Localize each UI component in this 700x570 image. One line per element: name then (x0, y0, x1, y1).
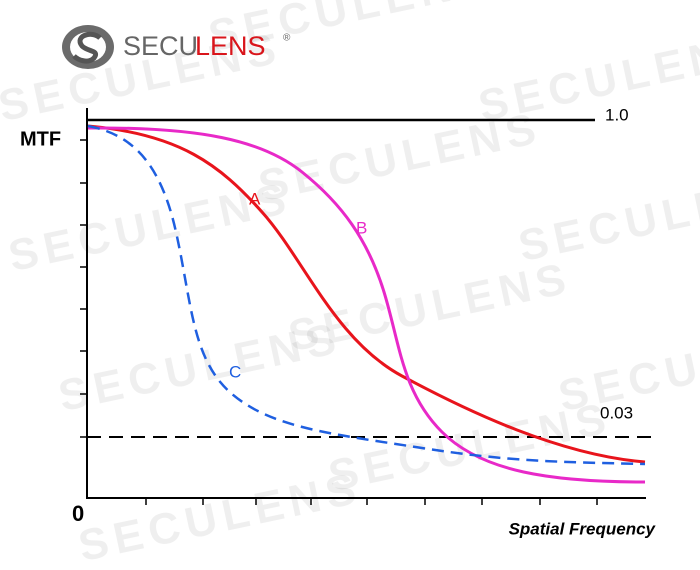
origin-label: 0 (72, 501, 84, 526)
watermark: SECULENS (514, 163, 700, 271)
logo: SECU LENS ® (62, 25, 291, 69)
curve-label: C (229, 362, 241, 381)
curve-b (87, 126, 646, 484)
reference-label: 0.03 (600, 403, 633, 422)
curve-c (87, 124, 646, 466)
curve-label: B (356, 218, 367, 237)
logo-text: LENS (195, 31, 266, 61)
logo-mark: ® (283, 33, 291, 44)
y-ticks (80, 139, 87, 438)
x-axis-label: Spatial Frequency (509, 519, 657, 538)
logo-s (72, 31, 102, 64)
curve-a (87, 124, 646, 464)
axes (80, 108, 646, 505)
y-axis-label: MTF (20, 128, 61, 150)
logo-text: SECU (123, 31, 198, 61)
x-ticks (145, 498, 598, 505)
curve-label: A (249, 189, 261, 208)
watermark: SECULENS (74, 463, 365, 570)
reference-label: 1.0 (605, 105, 629, 124)
